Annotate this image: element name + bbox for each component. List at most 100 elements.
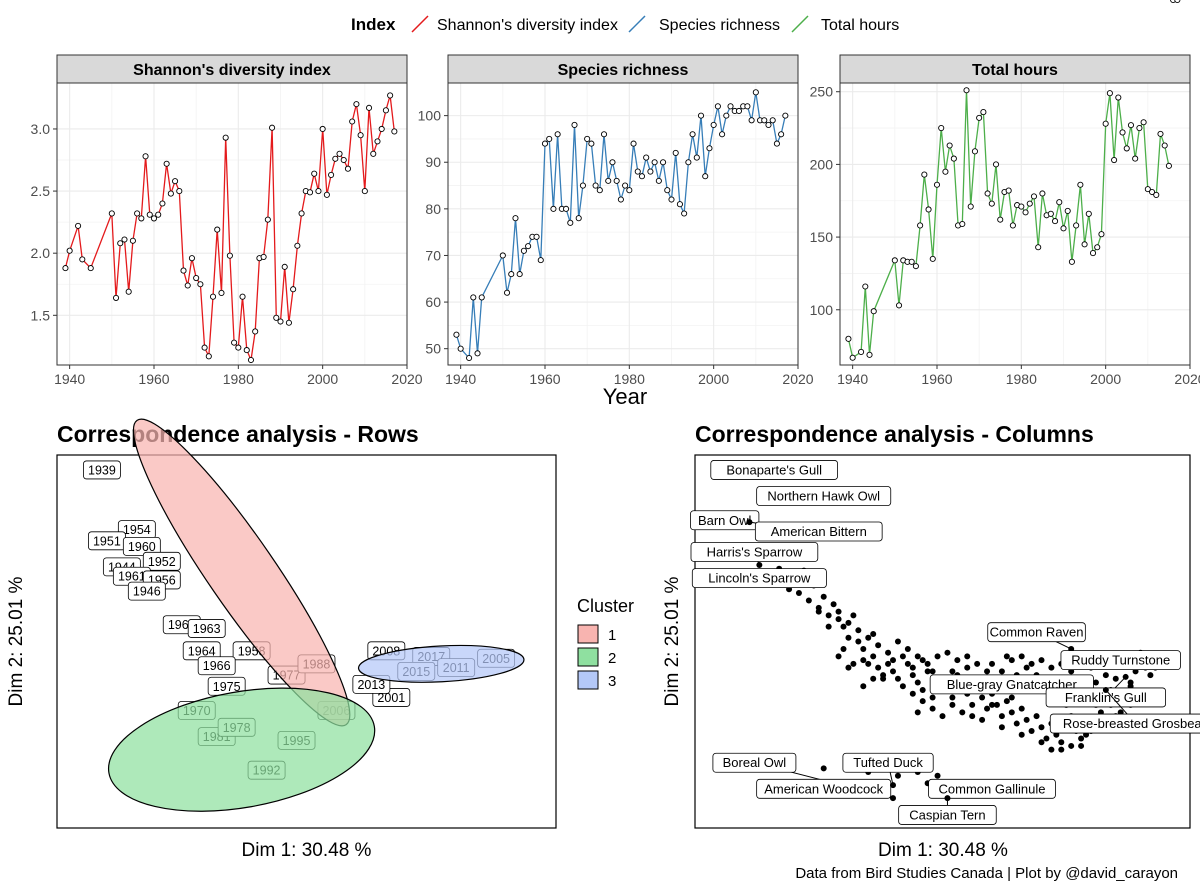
data-point bbox=[1102, 120, 1109, 127]
data-point bbox=[382, 107, 389, 114]
species-label-text: Lincoln's Sparrow bbox=[708, 571, 811, 586]
data-point bbox=[984, 190, 991, 197]
data-point bbox=[197, 281, 204, 288]
data-point bbox=[87, 265, 94, 272]
data-point bbox=[269, 124, 276, 131]
data-point bbox=[1119, 129, 1126, 136]
data-point bbox=[617, 196, 624, 203]
species-point bbox=[949, 701, 956, 708]
data-point bbox=[239, 293, 246, 300]
data-point bbox=[600, 131, 608, 138]
year-label-text: 2013 bbox=[357, 678, 385, 692]
data-point bbox=[706, 145, 713, 152]
data-point bbox=[925, 206, 932, 213]
data-point bbox=[277, 318, 284, 325]
species-point bbox=[795, 590, 802, 597]
species-point-labeled bbox=[944, 795, 951, 802]
species-label-box bbox=[691, 568, 827, 588]
data-point bbox=[579, 182, 586, 189]
species-point bbox=[974, 660, 981, 667]
data-point bbox=[1081, 241, 1088, 248]
facet-title: Species richness bbox=[558, 62, 689, 79]
species-point bbox=[1003, 653, 1010, 660]
x-tick-label: 2000 bbox=[307, 371, 338, 387]
species-label-american-bittern: American Bittern bbox=[746, 519, 883, 542]
species-point bbox=[1078, 735, 1085, 742]
data-point bbox=[499, 252, 506, 259]
data-point bbox=[748, 117, 755, 124]
x-tick-label: 1940 bbox=[837, 371, 868, 387]
species-point bbox=[1038, 739, 1045, 746]
species-point bbox=[924, 668, 931, 675]
species-point bbox=[870, 653, 877, 660]
species-point bbox=[1003, 698, 1010, 705]
species-point bbox=[944, 649, 951, 656]
data-point bbox=[290, 286, 297, 293]
data-point bbox=[205, 353, 212, 360]
data-point bbox=[273, 314, 280, 321]
species-point bbox=[998, 713, 1005, 720]
y-tick-label: 60 bbox=[425, 294, 441, 310]
data-point bbox=[571, 121, 578, 129]
species-label-box bbox=[756, 486, 892, 506]
species-label-caspian-tern: Caspian Tern bbox=[898, 795, 997, 825]
species-point bbox=[899, 683, 906, 690]
data-point bbox=[508, 271, 515, 278]
data-point bbox=[592, 182, 599, 189]
species-label-ruddy-turnstone: Ruddy Turnstone bbox=[1060, 650, 1181, 671]
species-label-text: Tufted Duck bbox=[853, 755, 923, 770]
y-tick-label: 3.0 bbox=[31, 121, 51, 137]
year-label-1966: 1966 bbox=[197, 656, 236, 676]
species-label-text: Common Raven bbox=[990, 625, 1084, 640]
species-point bbox=[850, 660, 857, 667]
x-tick-label: 2020 bbox=[391, 371, 422, 387]
species-point bbox=[949, 694, 956, 701]
year-label-text: 1961 bbox=[118, 570, 146, 584]
species-label-box bbox=[987, 622, 1086, 643]
data-point bbox=[134, 210, 141, 217]
species-point bbox=[885, 660, 892, 667]
data-point bbox=[209, 293, 217, 300]
species-point bbox=[845, 619, 852, 626]
species-point bbox=[1058, 739, 1065, 746]
species-point bbox=[815, 608, 822, 615]
species-point bbox=[855, 638, 862, 645]
data-point bbox=[328, 171, 335, 178]
data-point bbox=[474, 350, 481, 357]
species-point bbox=[924, 660, 931, 667]
data-point bbox=[651, 159, 658, 166]
cluster-legend-label-3: 3 bbox=[608, 673, 616, 690]
legend-title: Index bbox=[351, 15, 396, 34]
species-label-box bbox=[1049, 713, 1200, 734]
data-point bbox=[735, 107, 743, 115]
data-point bbox=[773, 140, 780, 147]
data-point bbox=[622, 182, 629, 189]
year-label-text: 1964 bbox=[188, 644, 216, 658]
data-point bbox=[163, 160, 170, 167]
data-point bbox=[1085, 210, 1092, 217]
data-point bbox=[1148, 188, 1156, 196]
data-point bbox=[605, 177, 612, 184]
species-point-labeled bbox=[1122, 673, 1129, 680]
species-point bbox=[855, 627, 862, 634]
species-point bbox=[1023, 664, 1030, 671]
legend-entry-hours: Total hours bbox=[791, 15, 899, 34]
data-point bbox=[201, 344, 208, 351]
data-point bbox=[121, 236, 128, 243]
species-point bbox=[929, 705, 936, 712]
legend-key-richness bbox=[628, 15, 646, 33]
cluster-legend-label-1: 1 bbox=[608, 627, 616, 644]
data-point bbox=[1165, 162, 1172, 169]
year-label-2013: 2013 bbox=[352, 674, 391, 694]
data-point bbox=[655, 177, 662, 184]
index-legend: Index Shannon's diversity index Species … bbox=[351, 15, 899, 34]
species-point bbox=[894, 675, 901, 682]
species-point bbox=[850, 612, 857, 619]
data-point bbox=[243, 347, 250, 354]
data-point bbox=[260, 253, 267, 260]
y-tick-label: 90 bbox=[425, 154, 441, 170]
data-point bbox=[378, 125, 385, 133]
data-point bbox=[516, 271, 523, 278]
data-point bbox=[912, 263, 919, 270]
species-point bbox=[984, 705, 991, 712]
